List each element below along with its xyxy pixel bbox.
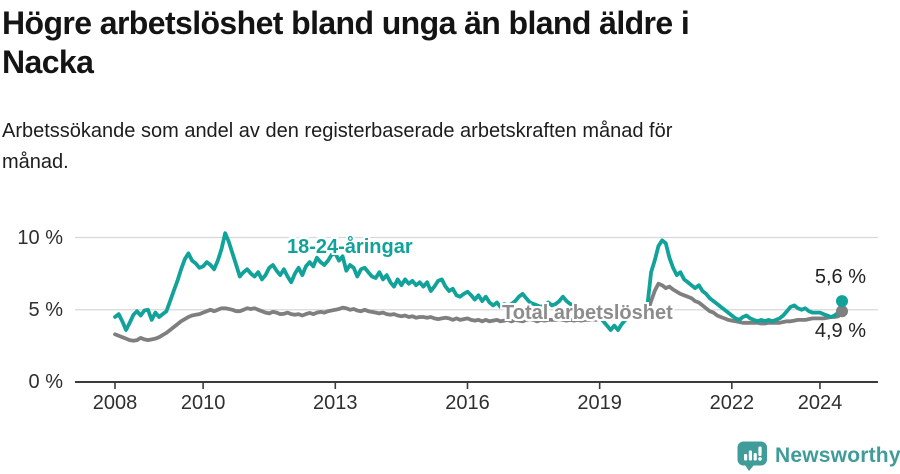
x-axis-label: 2019 xyxy=(577,392,622,414)
bar-chart-speech-bubble-icon xyxy=(737,441,767,471)
y-axis-label: 5 % xyxy=(28,298,63,321)
series-line-total xyxy=(113,281,844,343)
page-title: Högre arbetslöshet bland unga än bland ä… xyxy=(2,5,690,80)
series-label-young: 18-24-åringar xyxy=(287,236,413,258)
x-axis-label: 2022 xyxy=(709,392,755,414)
brand-name: Newsworthy xyxy=(775,444,900,467)
chart-subtitle: Arbetssökande som andel av den registerb… xyxy=(2,120,673,173)
x-axis-label: 2024 xyxy=(797,392,843,414)
end-value-label-total: 4,9 % xyxy=(814,320,866,342)
x-axis-label: 2010 xyxy=(180,392,226,414)
end-dot-young xyxy=(836,295,848,308)
newsworthy-logo: Newsworthy xyxy=(737,441,900,471)
x-axis-label: 2013 xyxy=(313,392,358,414)
x-axis-label: 2016 xyxy=(445,392,490,414)
end-value-label-young: 5,6 % xyxy=(814,266,866,288)
y-axis-label: 10 % xyxy=(17,226,63,249)
y-axis-label: 0 % xyxy=(28,371,63,393)
series-label-total: Total arbetslöshet xyxy=(502,302,673,324)
end-dot-total xyxy=(836,305,848,318)
x-axis-label: 2008 xyxy=(92,392,138,414)
series-line-young xyxy=(113,231,844,332)
